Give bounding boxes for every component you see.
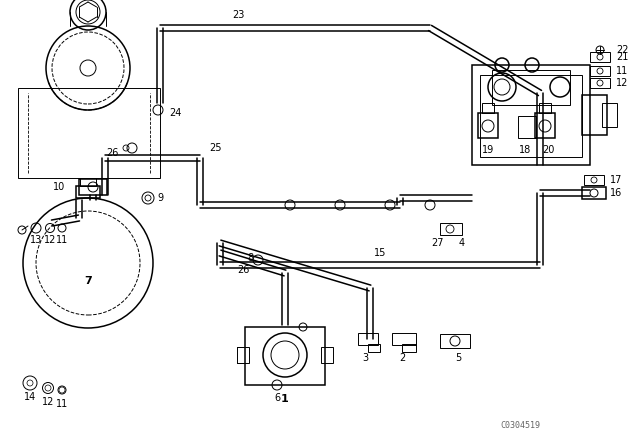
- Text: 23: 23: [232, 10, 244, 20]
- Bar: [480, 75, 582, 157]
- Bar: [321, 347, 333, 363]
- Text: C0304519: C0304519: [500, 421, 540, 430]
- Text: 11: 11: [56, 399, 68, 409]
- Text: 15: 15: [374, 248, 386, 258]
- Text: 19: 19: [482, 145, 494, 155]
- Text: 7: 7: [84, 276, 92, 286]
- Text: 11: 11: [616, 66, 628, 76]
- Bar: [539, 103, 551, 113]
- Bar: [368, 344, 380, 352]
- Bar: [76, 186, 100, 198]
- Text: 14: 14: [24, 392, 36, 402]
- Text: 20: 20: [542, 145, 554, 155]
- Bar: [582, 95, 607, 135]
- Text: 18: 18: [519, 145, 531, 155]
- Bar: [535, 113, 555, 138]
- Bar: [472, 65, 590, 165]
- Bar: [402, 344, 416, 352]
- Bar: [482, 103, 494, 113]
- Text: 22: 22: [616, 45, 628, 55]
- Bar: [358, 333, 378, 345]
- Bar: [18, 88, 160, 178]
- Bar: [478, 113, 498, 138]
- Text: 5: 5: [455, 353, 461, 363]
- Text: 26: 26: [106, 148, 118, 158]
- Bar: [80, 178, 96, 186]
- Text: 26: 26: [237, 265, 249, 275]
- Text: 1: 1: [281, 394, 289, 404]
- Bar: [392, 333, 416, 345]
- Text: 9: 9: [157, 193, 163, 203]
- Text: 6: 6: [274, 393, 280, 403]
- Bar: [440, 334, 470, 348]
- Text: 10: 10: [52, 182, 65, 192]
- Bar: [492, 70, 570, 105]
- Bar: [79, 179, 107, 195]
- Bar: [245, 327, 325, 385]
- Bar: [590, 66, 610, 76]
- Text: 4: 4: [459, 238, 465, 248]
- Text: 21: 21: [616, 52, 628, 62]
- Bar: [440, 223, 462, 235]
- Text: 12: 12: [616, 78, 628, 88]
- Text: 16: 16: [610, 188, 622, 198]
- Text: 27: 27: [432, 238, 444, 248]
- Text: 25: 25: [209, 143, 221, 153]
- Bar: [602, 103, 617, 127]
- Bar: [584, 175, 604, 185]
- Text: 17: 17: [610, 175, 622, 185]
- Bar: [590, 78, 610, 88]
- Text: 8: 8: [247, 253, 253, 263]
- Text: 3: 3: [362, 353, 368, 363]
- Bar: [590, 52, 610, 62]
- Bar: [518, 116, 536, 138]
- Text: 2: 2: [399, 353, 405, 363]
- Text: 11: 11: [56, 235, 68, 245]
- Text: 13: 13: [30, 235, 42, 245]
- Bar: [237, 347, 249, 363]
- Text: 24: 24: [169, 108, 181, 118]
- Bar: [582, 187, 606, 199]
- Text: 12: 12: [44, 235, 56, 245]
- Text: 12: 12: [42, 397, 54, 407]
